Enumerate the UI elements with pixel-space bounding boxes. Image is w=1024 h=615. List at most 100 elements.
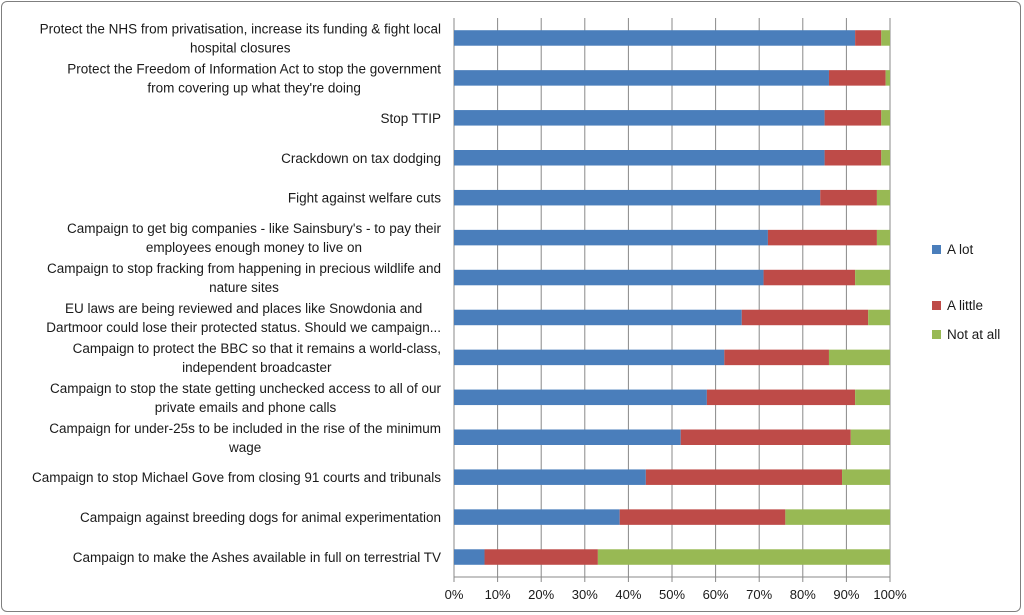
bar-segment — [855, 30, 882, 46]
legend: A lot A little Not at all — [932, 242, 1000, 342]
bar-segment — [454, 269, 764, 286]
bar-segment — [454, 429, 681, 445]
category-label-line: Protect the Freedom of Information Act t… — [67, 61, 441, 76]
category-label-line: Stop TTIP — [380, 111, 441, 126]
category-label-line: Campaign against breeding dogs for anima… — [80, 510, 441, 525]
bar-segment — [876, 189, 890, 206]
legend-label: A lot — [947, 242, 974, 257]
bar-segment — [824, 150, 882, 166]
gridlines — [453, 18, 891, 582]
bar-segment — [763, 269, 856, 286]
category-label-line: nature sites — [209, 280, 279, 295]
bar-segment — [842, 469, 890, 485]
x-tick-label: 90% — [833, 587, 859, 602]
category-label-line: Campaign to get big companies - like Sai… — [67, 221, 442, 236]
x-tick-label: 20% — [528, 587, 554, 602]
bar-segment — [855, 389, 890, 406]
category-label-line: private emails and phone calls — [155, 400, 337, 415]
bar-segment — [454, 189, 821, 206]
category-label: Protect the NHS from privatisation, incr… — [40, 21, 441, 55]
x-tick-label: 10% — [485, 587, 511, 602]
bar-segment — [645, 469, 843, 485]
bar-segment — [828, 349, 890, 366]
category-label-line: Campaign for under-25s to be included in… — [49, 421, 441, 436]
bar-segment — [885, 70, 890, 86]
category-label: Stop TTIP — [380, 111, 441, 126]
category-label-line: wage — [228, 440, 261, 455]
category-label-line: EU laws are being reviewed and places li… — [65, 301, 422, 316]
x-tick-label: 50% — [659, 587, 685, 602]
bar-segment — [454, 309, 742, 326]
bar-segment — [454, 509, 620, 525]
category-label: Campaign for under-25s to be included in… — [49, 421, 441, 455]
category-label-line: employees enough money to live on — [146, 240, 362, 255]
category-label-line: Campaign to make the Ashes available in … — [73, 550, 441, 565]
bar-segment — [824, 110, 882, 126]
category-label-line: Campaign to stop fracking from happening… — [47, 261, 441, 276]
bar-segment — [724, 349, 829, 366]
category-label: Campaign to stop the state getting unche… — [50, 381, 441, 415]
category-label-line: from covering up what they're doing — [147, 80, 360, 95]
x-tick-label: 80% — [790, 587, 816, 602]
category-label-line: Fight against welfare cuts — [288, 191, 441, 206]
category-label: Campaign to get big companies - like Sai… — [67, 221, 442, 255]
category-label-line: Protect the NHS from privatisation, incr… — [40, 21, 441, 36]
bar-segment — [876, 229, 890, 246]
bar-segment — [454, 229, 768, 246]
bar-segment — [597, 549, 890, 565]
legend-swatch — [932, 301, 941, 310]
bar-segment — [820, 189, 877, 206]
category-label-line: Crackdown on tax dodging — [281, 151, 441, 166]
category-label: Crackdown on tax dodging — [281, 151, 441, 166]
bar-segment — [454, 150, 825, 166]
bar-segment — [785, 509, 890, 525]
bar-segment — [881, 110, 890, 126]
category-label: Fight against welfare cuts — [288, 191, 441, 206]
category-label: Campaign against breeding dogs for anima… — [80, 510, 441, 525]
bar-segment — [454, 469, 646, 485]
legend-swatch — [932, 330, 941, 339]
bar-segment — [881, 30, 890, 46]
bar-segment — [828, 70, 886, 86]
bar-segment — [868, 309, 890, 326]
category-label-line: independent broadcaster — [182, 360, 332, 375]
x-axis-ticks: 0% 10% 20% 30% 40% 50% 60% 70% 80% 90% 100% — [445, 587, 907, 602]
category-label-line: Dartmoor could lose their protected stat… — [46, 320, 441, 335]
x-tick-label: 40% — [615, 587, 641, 602]
x-tick-label: 0% — [445, 587, 464, 602]
bar-segment — [454, 70, 829, 86]
x-tick-label: 30% — [572, 587, 598, 602]
bars — [454, 30, 890, 565]
bar-segment — [767, 229, 877, 246]
x-tick-label: 100% — [873, 587, 907, 602]
category-label: Campaign to protect the BBC so that it r… — [73, 341, 441, 375]
category-labels: Protect the NHS from privatisation, incr… — [32, 21, 441, 565]
category-label: Campaign to stop Michael Gove from closi… — [32, 470, 441, 485]
category-label: Protect the Freedom of Information Act t… — [67, 61, 441, 95]
x-tick-label: 70% — [746, 587, 772, 602]
legend-label: Not at all — [947, 327, 1000, 342]
bar-segment — [454, 549, 485, 565]
category-label: EU laws are being reviewed and places li… — [46, 301, 441, 335]
bar-segment — [619, 509, 786, 525]
x-tick-label: 60% — [703, 587, 729, 602]
bar-segment — [855, 269, 890, 286]
bar-segment — [680, 429, 851, 445]
bar-segment — [454, 110, 825, 126]
legend-label: A little — [947, 298, 983, 313]
bar-segment — [454, 30, 856, 46]
bar-segment — [850, 429, 890, 445]
category-label: Campaign to stop fracking from happening… — [47, 261, 441, 295]
category-label-line: Campaign to stop the state getting unche… — [50, 381, 441, 396]
bar-segment — [484, 549, 598, 565]
category-label: Campaign to make the Ashes available in … — [73, 550, 441, 565]
bar-segment — [881, 150, 890, 166]
bar-segment — [706, 389, 856, 406]
category-label-line: Campaign to stop Michael Gove from closi… — [32, 470, 441, 485]
bar-segment — [741, 309, 869, 326]
legend-swatch — [932, 245, 941, 254]
category-label-line: hospital closures — [190, 40, 291, 55]
bar-segment — [454, 349, 725, 366]
category-label-line: Campaign to protect the BBC so that it r… — [73, 341, 441, 356]
